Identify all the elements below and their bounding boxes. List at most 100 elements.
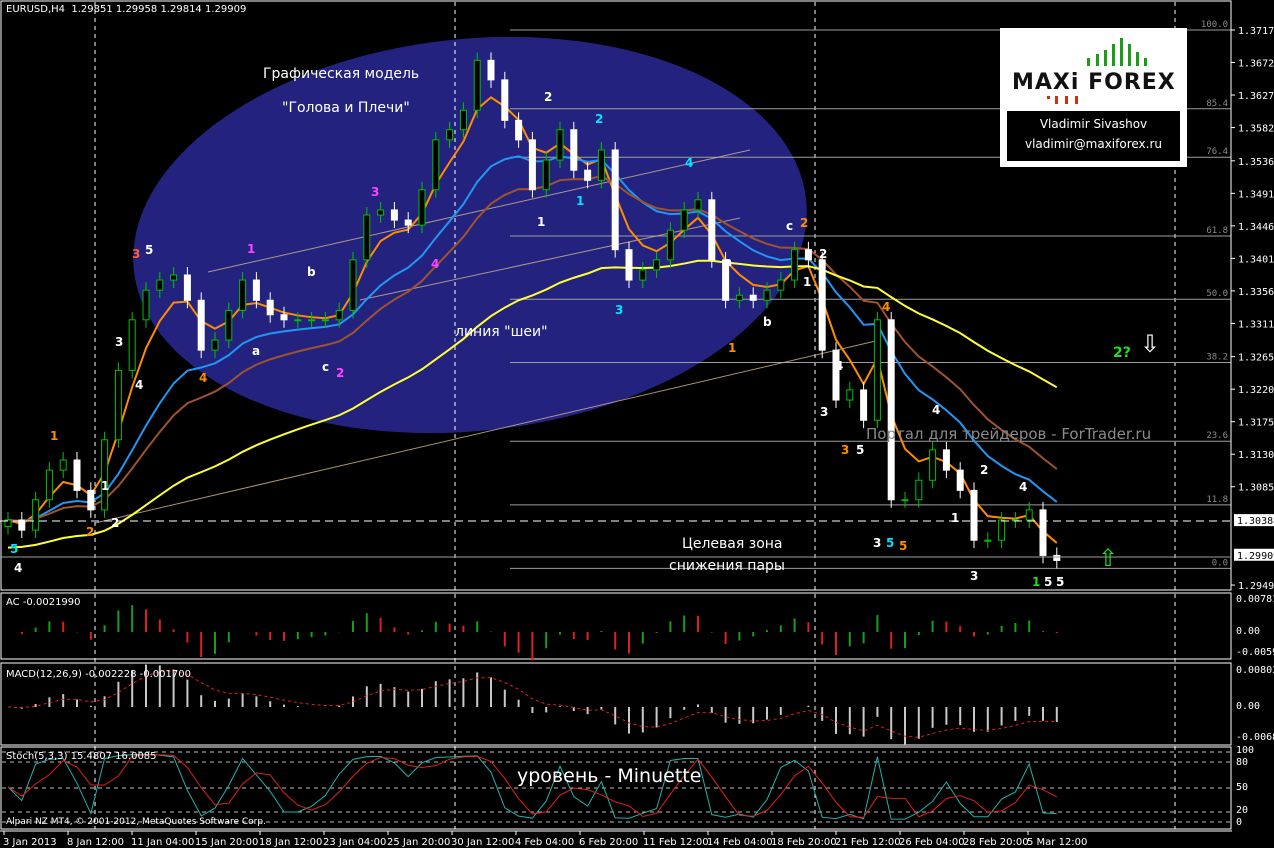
candle-body xyxy=(473,59,481,111)
wave-degree-label: уровень - Minuette xyxy=(517,765,702,787)
price-tick-label: 1.31750 xyxy=(1238,418,1274,429)
candle-body xyxy=(984,539,992,542)
wave-label: a xyxy=(252,344,261,358)
candle-body xyxy=(321,319,329,322)
wave-label: 2 xyxy=(544,90,553,104)
candle-body xyxy=(156,279,164,291)
candle-body xyxy=(915,479,923,501)
time-tick-label: 30 Jan 12:00 xyxy=(451,837,514,848)
candle-body xyxy=(528,139,536,191)
panel-frames xyxy=(0,0,1232,830)
candle-body xyxy=(735,294,743,301)
wave-label: 5 xyxy=(1044,575,1053,589)
candle-body xyxy=(377,209,385,216)
candle-body xyxy=(418,189,426,226)
wave-label: 5 xyxy=(10,542,19,556)
candle-body xyxy=(142,289,150,321)
wave-label: 3 xyxy=(132,247,141,261)
time-tick-label: 15 Jan 20:00 xyxy=(195,837,258,848)
wave-label: 3 xyxy=(615,303,624,317)
time-tick-label: 21 Feb 12:00 xyxy=(835,837,901,848)
price-tick-label: 1.30850 xyxy=(1238,483,1274,494)
candle-body xyxy=(942,449,950,471)
price-marker-label: 1.29909 xyxy=(1237,551,1274,562)
candle-body xyxy=(432,139,440,191)
price-axis: 1.37170 1.36720 1.36270 1.35820 1.35360 1.349… xyxy=(0,26,1274,592)
wave-label: 2 xyxy=(980,463,989,477)
time-tick-label: 6 Feb 20:00 xyxy=(579,837,638,848)
wave-label: 1 xyxy=(951,511,960,525)
stochastic-lines xyxy=(7,753,1058,820)
wave-label: 2 xyxy=(111,516,120,530)
up-arrow-icon: ⇧ xyxy=(1098,544,1119,572)
macd-label: MACD(12,26,9) -0.002228 -0.001700 xyxy=(6,669,191,680)
wave-label: 5 xyxy=(1056,575,1065,589)
bars-icon xyxy=(1087,38,1147,66)
price-tick-label: 1.36720 xyxy=(1238,59,1274,70)
candle-body xyxy=(459,109,467,131)
price-tick-label: 1.31300 xyxy=(1238,450,1274,461)
candle-body xyxy=(280,314,288,321)
candle-body xyxy=(501,79,509,121)
wave-label: 3 xyxy=(820,405,829,419)
wave-label: 2 xyxy=(595,112,604,126)
candle-body xyxy=(239,279,247,311)
symbol-label: EURUSD,H4 xyxy=(6,4,66,15)
candle-body xyxy=(266,299,274,316)
trend-lines xyxy=(94,149,881,524)
candle-body xyxy=(791,249,799,281)
candle-body xyxy=(1025,509,1033,521)
price-marker xyxy=(1234,514,1274,527)
price-tick-label: 1.33560 xyxy=(1238,287,1274,298)
macd-signal-line xyxy=(7,670,1057,738)
price-tick-label: 1.37170 xyxy=(1238,26,1274,37)
candle-body xyxy=(32,499,40,531)
wave-label: 3 xyxy=(371,185,380,199)
pattern-title: Графическая модель xyxy=(263,66,420,82)
candle-body xyxy=(170,274,178,281)
fib-label: 76.4 xyxy=(1206,147,1228,157)
candle-body xyxy=(804,249,812,261)
fib-label: 61.8 xyxy=(1206,226,1228,236)
target-zone-label-2: снижения пары xyxy=(669,558,785,574)
wave-label: 1 xyxy=(50,429,59,443)
wave-label: b xyxy=(763,315,772,329)
price-marker-label: 1.30388 xyxy=(1237,516,1274,527)
price-tick-label: 1.35360 xyxy=(1238,157,1274,168)
wave-label: 3 xyxy=(115,335,124,349)
author-card: Vladimir Sivashov vladimir@maxiforex.ru xyxy=(1007,111,1180,161)
wave-label: a xyxy=(724,255,733,269)
wave-label: c xyxy=(322,360,330,374)
wave-label: 2 xyxy=(819,247,828,261)
author-email[interactable]: vladimir@maxiforex.ru xyxy=(1024,137,1163,151)
wave-label: 5 xyxy=(856,443,865,457)
brand-right: FOREX xyxy=(1088,70,1176,95)
red-bars-icon xyxy=(1047,96,1078,104)
ma-line-long xyxy=(7,259,1058,549)
ac-max: 0.007811 xyxy=(1236,594,1274,605)
time-tick-label: 8 Jan 12:00 xyxy=(67,837,124,848)
down-arrow-icon: ⇩ xyxy=(1140,330,1161,358)
candle-body xyxy=(970,489,978,541)
fib-label: 100.0 xyxy=(1201,20,1228,30)
candle-body xyxy=(639,269,647,281)
target-zone-label: Целевая зона xyxy=(682,536,783,552)
time-tick-label: 26 Feb 04:00 xyxy=(899,837,965,848)
maxiforex-logo: MAXi FOREX Vladimir Sivashov vladimir@ma… xyxy=(1000,28,1187,167)
wave-label: 3 xyxy=(841,443,850,457)
candle-body xyxy=(998,519,1006,541)
candle-body xyxy=(252,279,260,301)
candle-body xyxy=(183,274,191,301)
price-tick-label: 1.32200 xyxy=(1238,385,1274,396)
ac-min: -0.00593 xyxy=(1236,647,1274,658)
candle-body xyxy=(570,129,578,171)
price-tick-label: 1.34460 xyxy=(1238,222,1274,233)
time-tick-label: 18 Jan 12:00 xyxy=(259,837,322,848)
time-tick-label: 28 Feb 20:00 xyxy=(963,837,1029,848)
stoch-main-line xyxy=(7,753,1057,820)
candle-body xyxy=(818,259,826,351)
candle-body xyxy=(363,214,371,261)
wave-label: 5 xyxy=(886,536,895,550)
candle-body xyxy=(749,294,757,301)
